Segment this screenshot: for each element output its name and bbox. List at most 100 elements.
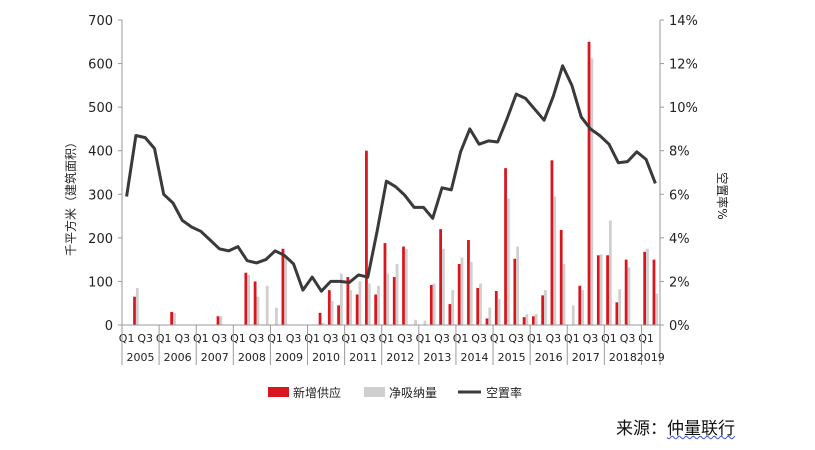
supply-bar — [346, 277, 350, 325]
x-year-label: 2007 — [201, 351, 229, 364]
absorption-bar — [275, 307, 278, 325]
y2-tick-label: 12% — [669, 58, 698, 73]
absorption-bar — [460, 257, 464, 325]
y-tick-label: 0 — [105, 319, 113, 334]
absorption-bar — [544, 290, 547, 325]
source-prefix: 来源： — [616, 419, 667, 439]
x-quarter-label: Q1 — [601, 332, 617, 345]
supply-bar — [383, 243, 387, 325]
x-year-label: 2012 — [386, 351, 414, 364]
supply-bars — [133, 41, 656, 326]
legend-label-absorption: 净吸纳量 — [389, 386, 437, 400]
source-name: 仲量联行 — [667, 419, 735, 439]
x-quarter-label: Q1 — [156, 332, 172, 345]
supply-bar — [244, 272, 248, 325]
absorption-bar — [386, 273, 390, 325]
x-year-label: 2008 — [238, 351, 266, 364]
supply-bar — [513, 258, 517, 325]
x-year-label: 2019 — [637, 351, 665, 364]
legend-swatch-absorption — [364, 387, 385, 397]
absorption-bar — [442, 248, 445, 325]
y-tick-label: 600 — [88, 58, 113, 73]
x-year-label: 2016 — [535, 351, 563, 364]
supply-bar — [578, 285, 582, 325]
x-quarter-label: Q1 — [119, 332, 135, 345]
x-quarter-label: Q1 — [453, 332, 469, 345]
x-year-label: 2017 — [572, 351, 600, 364]
supply-bar — [643, 251, 647, 325]
x-quarter-label: Q1 — [193, 332, 209, 345]
legend-label-supply: 新增供应 — [293, 385, 341, 400]
supply-bar — [448, 304, 452, 325]
absorption-bar — [451, 290, 455, 325]
supply-bar — [374, 294, 378, 325]
x-year-label: 2015 — [498, 351, 526, 364]
x-quarter-label: Q3 — [286, 332, 302, 345]
absorption-bar — [358, 281, 362, 325]
x-quarter-label: Q3 — [397, 332, 413, 345]
supply-bar — [606, 255, 609, 325]
supply-bar — [392, 277, 396, 325]
absorption-bar — [284, 255, 288, 325]
x-quarter-label: Q3 — [174, 332, 190, 345]
supply-bar — [467, 240, 470, 325]
supply-bar — [615, 302, 619, 325]
supply-bar — [624, 259, 628, 325]
y2-tick-label: 2% — [669, 275, 690, 290]
axes: 0 100 200 300 400 500 600 700 0% 2% 4% 6% 8% 10% 12% 14… — [88, 14, 698, 365]
y2-tick-label: 4% — [669, 232, 690, 247]
absorption-bar — [506, 198, 510, 325]
legend: 新增供应 净吸纳量 空置率 — [268, 385, 522, 400]
absorption-bar — [173, 312, 176, 325]
x-quarter-label: Q3 — [360, 332, 376, 345]
absorption-bar — [219, 316, 223, 325]
absorption-bar — [256, 296, 260, 325]
absorption-bar — [247, 274, 251, 325]
supply-bar — [559, 230, 563, 325]
absorption-bar — [432, 283, 436, 325]
absorption-bar — [553, 196, 557, 325]
y-tick-label: 200 — [88, 232, 113, 247]
x-quarter-label: Q1 — [564, 332, 580, 345]
y2-tick-label: 10% — [669, 101, 698, 116]
supply-bar — [318, 312, 322, 325]
vacancy-line-group — [125, 64, 657, 293]
absorption-bar — [646, 248, 649, 325]
supply-bar — [281, 248, 285, 325]
absorption-bar — [516, 246, 520, 325]
y-tick-label: 400 — [88, 145, 113, 160]
absorption-bar — [349, 290, 353, 325]
absorption-bar — [423, 320, 427, 325]
x-quarter-label: Q3 — [620, 332, 636, 345]
y2-tick-label: 14% — [669, 14, 698, 29]
supply-bar — [216, 316, 220, 325]
supply-bar — [550, 160, 554, 325]
x-year-label: 2018 — [609, 351, 637, 364]
absorption-bar — [497, 298, 501, 325]
x-quarter-label: Q3 — [137, 332, 153, 345]
absorption-bar — [367, 283, 371, 325]
absorption-bar — [608, 220, 612, 325]
supply-bar — [596, 255, 600, 325]
x-quarter-label: Q1 — [267, 332, 283, 345]
absorption-bar — [599, 254, 603, 325]
absorption-bar — [469, 261, 473, 325]
x-year-label: 2009 — [275, 351, 303, 364]
legend-swatch-supply — [268, 387, 289, 397]
y-tick-label: 500 — [88, 101, 113, 116]
absorption-bar — [395, 264, 399, 325]
absorption-bar — [488, 307, 492, 325]
y-tick-label: 700 — [88, 14, 113, 29]
source-note: 来源：仲量联行 — [616, 414, 735, 439]
x-quarter-label: Q3 — [434, 332, 450, 345]
x-year-label: 2005 — [127, 351, 155, 364]
x-quarter-label: Q1 — [490, 332, 506, 345]
x-quarter-label: Q3 — [508, 332, 524, 345]
absorption-bars — [135, 58, 659, 325]
x-year-label: 2014 — [460, 351, 488, 364]
absorption-bar — [525, 314, 529, 325]
x-quarter-label: Q3 — [583, 332, 599, 345]
supply-bar — [522, 317, 526, 325]
x-quarter-label: Q3 — [249, 332, 265, 345]
supply-bar — [355, 294, 359, 325]
